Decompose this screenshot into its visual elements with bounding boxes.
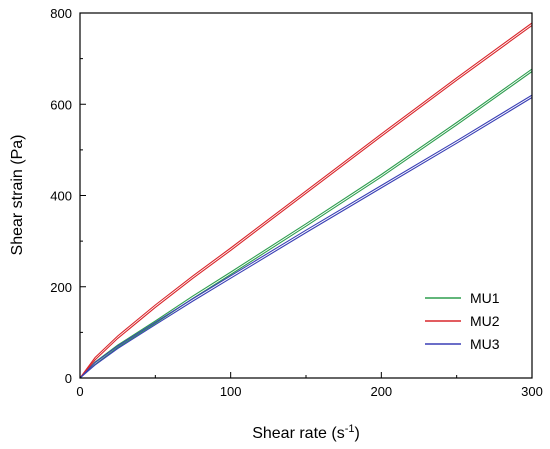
legend-label-mu1: MU1 [470, 290, 500, 306]
axes: 0 100 200 300 0 200 400 600 800 [50, 6, 543, 399]
plot-frame [79, 12, 533, 379]
series-line-mu3 [79, 94, 533, 379]
x-tick-label: 300 [521, 384, 543, 399]
y-axis-title: Shear strain (Pa) [9, 135, 26, 256]
legend: MU1 MU2 MU3 [425, 290, 500, 352]
y-tick-label: 400 [50, 189, 72, 204]
x-tick-label: 200 [370, 384, 392, 399]
x-tick-label: 100 [220, 384, 242, 399]
y-tick-label: 0 [65, 371, 72, 386]
legend-label-mu3: MU3 [470, 336, 500, 352]
series-line-return-mu1 [79, 71, 533, 379]
series-line-mu2 [79, 22, 533, 379]
y-tick-label: 600 [50, 97, 72, 112]
plot-area [79, 22, 533, 379]
x-axis-title-suffix: ) [354, 425, 359, 442]
y-tick-label: 800 [50, 6, 72, 21]
series-line-return-mu3 [79, 97, 533, 379]
x-axis-title-superscript: -1 [345, 423, 355, 435]
x-axis-title: Shear rate (s-1) [252, 423, 360, 442]
x-axis-title-main: Shear rate (s [252, 425, 344, 442]
x-tick-label: 0 [76, 384, 83, 399]
series-line-return-mu2 [79, 24, 533, 379]
y-tick-label: 200 [50, 280, 72, 295]
legend-label-mu2: MU2 [470, 313, 500, 329]
series-line-mu1 [79, 68, 533, 379]
